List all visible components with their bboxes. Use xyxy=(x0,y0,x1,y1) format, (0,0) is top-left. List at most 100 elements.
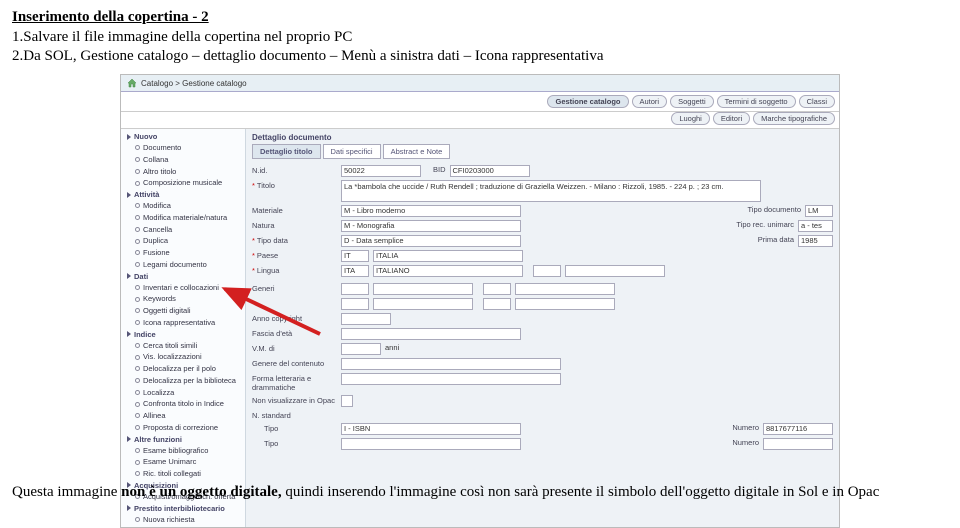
vm-label: V.M. di xyxy=(252,343,337,353)
lingua2-name[interactable] xyxy=(565,265,665,277)
sidebar-group[interactable]: Attività xyxy=(121,189,245,200)
sidebar-item[interactable]: Composizione musicale xyxy=(121,177,245,189)
prima-data-input[interactable]: 1985 xyxy=(798,235,833,247)
sidebar-item[interactable]: Allinea xyxy=(121,410,245,422)
sidebar-item[interactable]: Keywords xyxy=(121,293,245,305)
bullet-icon xyxy=(135,169,140,174)
lingua2-code[interactable] xyxy=(533,265,561,277)
bullet-icon xyxy=(135,448,140,453)
genere1n[interactable] xyxy=(373,283,473,295)
sidebar: NuovoDocumentoCollanaAltro titoloComposi… xyxy=(121,129,246,527)
sidebar-item[interactable]: Documento xyxy=(121,142,245,154)
sidebar-item[interactable]: Oggetti digitali xyxy=(121,305,245,317)
sidebar-item[interactable]: Vis. localizzazioni xyxy=(121,351,245,363)
sidebar-item[interactable]: Icona rappresentativa xyxy=(121,317,245,329)
non-vis-checkbox[interactable] xyxy=(341,395,353,407)
materiale-select[interactable]: M - Libro moderno xyxy=(341,205,521,217)
tipo2-select[interactable] xyxy=(341,438,521,450)
detail-tab-titolo[interactable]: Dettaglio titolo xyxy=(252,144,321,159)
tipo-rec-label: Tipo rec. unimarc xyxy=(736,220,794,229)
forma-select[interactable] xyxy=(341,373,561,385)
genere3n[interactable] xyxy=(373,298,473,310)
genere3[interactable] xyxy=(341,298,369,310)
app-screenshot: Catalogo > Gestione catalogo Gestione ca… xyxy=(120,74,840,528)
numero2-input[interactable] xyxy=(763,438,833,450)
fascia-label: Fascia d'età xyxy=(252,328,337,338)
bullet-icon xyxy=(135,320,140,325)
sidebar-group[interactable]: Dati xyxy=(121,271,245,282)
sidebar-item[interactable]: Nuova richiesta xyxy=(121,514,245,526)
sidebar-item[interactable]: Delocalizza per la biblioteca xyxy=(121,375,245,387)
titolo-textarea[interactable]: La *bambola che uccide / Ruth Rendell ; … xyxy=(341,180,761,202)
natura-select[interactable]: M - Monografia xyxy=(341,220,521,232)
sidebar-item[interactable]: Proposta di correzione xyxy=(121,422,245,434)
home-icon[interactable] xyxy=(127,78,137,88)
bullet-icon xyxy=(135,390,140,395)
sidebar-item[interactable]: Esame bibliografico xyxy=(121,445,245,457)
sidebar-item[interactable]: Confronta titolo in Indice xyxy=(121,398,245,410)
lingua-name-input[interactable]: ITALIANO xyxy=(373,265,523,277)
tipo-rec-input[interactable]: a - tes xyxy=(798,220,833,232)
detail-tab-abstract[interactable]: Abstract e Note xyxy=(383,144,451,159)
sidebar-item[interactable]: Cancella xyxy=(121,224,245,236)
sidebar-item[interactable]: Cerca titoli simili xyxy=(121,340,245,352)
sidebar-group[interactable]: Altre funzioni xyxy=(121,434,245,445)
tab-classi[interactable]: Classi xyxy=(799,95,835,108)
sidebar-item[interactable]: Esame Unimarc xyxy=(121,456,245,468)
sidebar-item[interactable]: Legami documento xyxy=(121,259,245,271)
tab-luoghi[interactable]: Luoghi xyxy=(671,112,710,125)
tab-autori[interactable]: Autori xyxy=(632,95,668,108)
sidebar-item[interactable]: Inventari e collocazioni xyxy=(121,282,245,294)
genere2[interactable] xyxy=(483,283,511,295)
tab-soggetti[interactable]: Soggetti xyxy=(670,95,714,108)
bullet-icon xyxy=(135,343,140,348)
genere-cont-select[interactable] xyxy=(341,358,561,370)
tab-gestione-catalogo[interactable]: Gestione catalogo xyxy=(547,95,628,108)
sidebar-item[interactable]: Modifica materiale/natura xyxy=(121,212,245,224)
anno-copyright-label: Anno copyright xyxy=(252,313,337,323)
tipo1-select[interactable]: I - ISBN xyxy=(341,423,521,435)
instruction-line-1: 1.Salvare il file immagine della coperti… xyxy=(0,28,960,47)
tab-editori[interactable]: Editori xyxy=(713,112,750,125)
genere4[interactable] xyxy=(483,298,511,310)
sidebar-group[interactable]: Nuovo xyxy=(121,131,245,142)
sidebar-item[interactable]: Duplica xyxy=(121,235,245,247)
genere2n[interactable] xyxy=(515,283,615,295)
tipo2-label: Tipo xyxy=(252,438,337,448)
lingua-code-input[interactable]: ITA xyxy=(341,265,369,277)
tipo-data-select[interactable]: D - Data semplice xyxy=(341,235,521,247)
anno-copyright-input[interactable] xyxy=(341,313,391,325)
paese-code-input[interactable]: IT xyxy=(341,250,369,262)
sidebar-item[interactable]: Localizza xyxy=(121,387,245,399)
instruction-line-2: 2.Da SOL, Gestione catalogo – dettaglio … xyxy=(0,47,960,66)
vm-input[interactable] xyxy=(341,343,381,355)
bullet-icon xyxy=(135,227,140,232)
nid-input[interactable]: 50022 xyxy=(341,165,421,177)
genere1[interactable] xyxy=(341,283,369,295)
tipo-doc-label: Tipo documento xyxy=(747,205,801,214)
sidebar-item[interactable]: Altro titolo xyxy=(121,166,245,178)
tipo-doc-input[interactable]: LM xyxy=(805,205,833,217)
tab-termini[interactable]: Termini di soggetto xyxy=(717,95,796,108)
paese-name-input[interactable]: ITALIA xyxy=(373,250,523,262)
detail-tab-dati[interactable]: Dati specifici xyxy=(323,144,381,159)
bullet-icon xyxy=(135,250,140,255)
sidebar-item[interactable]: Collana xyxy=(121,154,245,166)
sidebar-item[interactable]: Ric. titoli collegati xyxy=(121,468,245,480)
bullet-icon xyxy=(135,413,140,418)
sidebar-item[interactable]: Fusione xyxy=(121,247,245,259)
sidebar-group[interactable]: Prestito interbibliotecario xyxy=(121,503,245,514)
fascia-select[interactable] xyxy=(341,328,521,340)
bullet-icon xyxy=(135,378,140,383)
sidebar-item[interactable]: Modifica xyxy=(121,200,245,212)
generi-label: Generi xyxy=(252,283,337,293)
bullet-icon xyxy=(135,203,140,208)
n-standard-label: N. standard xyxy=(252,410,337,420)
vm-suffix: anni xyxy=(385,343,399,352)
sidebar-group[interactable]: Indice xyxy=(121,329,245,340)
sidebar-item[interactable]: Delocalizza per il polo xyxy=(121,363,245,375)
bid-input[interactable]: CFI0203000 xyxy=(450,165,530,177)
numero-input[interactable]: 8817677116 xyxy=(763,423,833,435)
tab-marche[interactable]: Marche tipografiche xyxy=(753,112,835,125)
genere4n[interactable] xyxy=(515,298,615,310)
